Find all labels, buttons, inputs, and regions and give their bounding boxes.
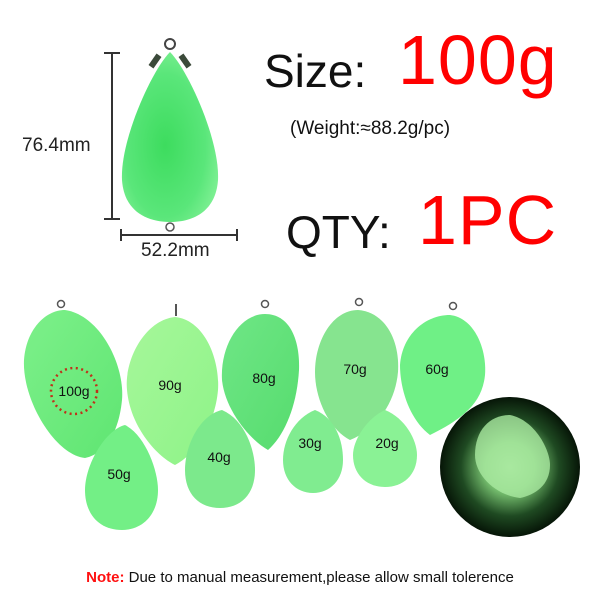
note-label: Note:: [86, 569, 125, 586]
hero-float-image: [104, 38, 238, 241]
qty-value: 1PC: [418, 181, 558, 259]
weight-label-60g: 60g: [425, 361, 449, 377]
size-label: Size:: [264, 45, 367, 97]
weight-label-70g: 70g: [343, 361, 367, 377]
weight-label-50g: 50g: [107, 466, 131, 482]
weight-label-100g: 100g: [58, 383, 90, 399]
height-dimension-label: 76.4mm: [22, 135, 91, 156]
qty-label: QTY:: [286, 206, 391, 258]
note-text: Due to manual measurement,please allow s…: [124, 569, 514, 586]
width-dimension-label: 52.2mm: [141, 240, 210, 261]
weight-label-40g: 40g: [207, 449, 231, 465]
size-value: 100g: [398, 21, 558, 99]
weight-label-20g: 20g: [375, 435, 399, 451]
weight-label-90g: 90g: [158, 377, 182, 393]
footer-note: Note: Due to manual measurement,please a…: [0, 569, 600, 586]
weight-note: (Weight:≈88.2g/pc): [290, 118, 451, 139]
float-lineup-image: [23, 297, 580, 537]
weight-label-80g: 80g: [252, 370, 276, 386]
weight-label-30g: 30g: [298, 435, 322, 451]
